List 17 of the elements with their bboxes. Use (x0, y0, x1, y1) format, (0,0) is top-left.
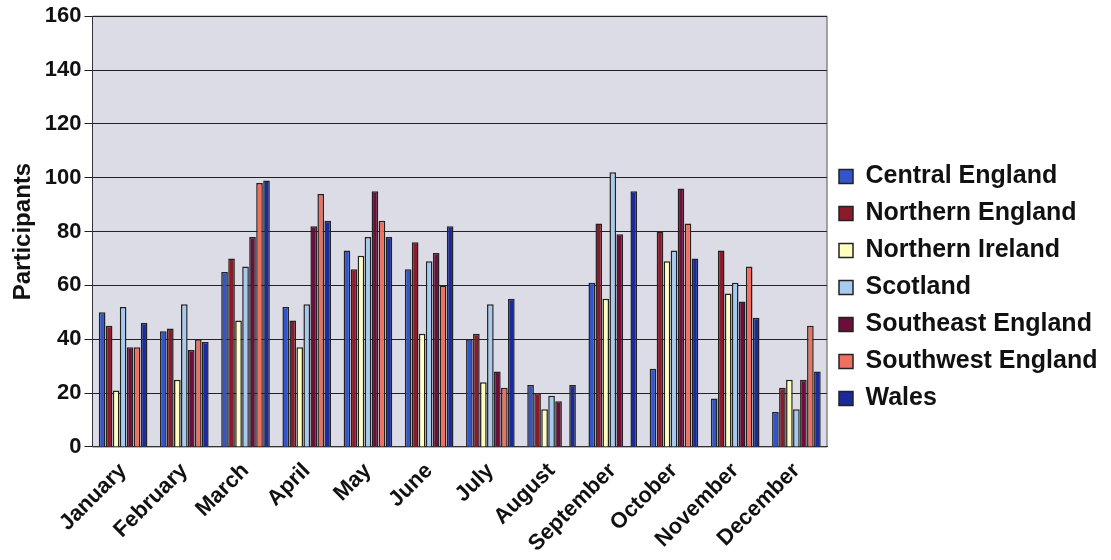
legend-label: Southwest England (865, 345, 1098, 374)
legend-label: Northern Ireland (865, 234, 1060, 263)
legend-label: Wales (865, 382, 937, 411)
y-tick-label: 140 (44, 56, 82, 82)
legend-label: Central England (865, 160, 1058, 189)
legend-label: Southeast England (865, 308, 1092, 337)
y-axis-title: Participants (8, 162, 36, 301)
y-tick-label: 60 (57, 271, 82, 297)
legend-label: Northern England (865, 197, 1077, 226)
y-tick-label: 100 (44, 163, 82, 189)
y-tick-label: 40 (57, 325, 82, 351)
y-tick-label: 80 (57, 217, 82, 243)
legend-label: Scotland (865, 271, 972, 300)
y-tick-label: 120 (44, 109, 82, 135)
y-tick-label: 20 (57, 379, 82, 405)
y-tick-label: 0 (69, 432, 82, 458)
y-tick-label: 160 (44, 2, 82, 28)
